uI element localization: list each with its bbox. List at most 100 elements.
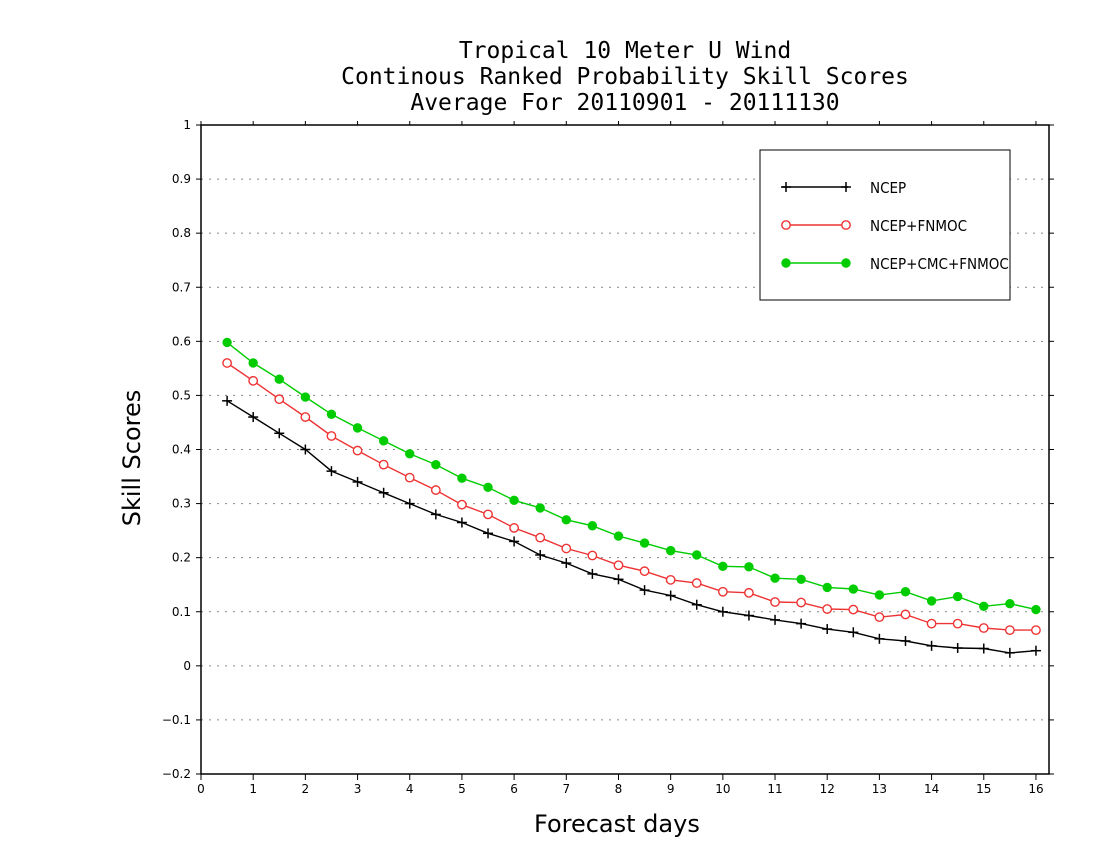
data-point-ncep-fnmoc xyxy=(848,604,859,615)
data-point-ncep xyxy=(456,517,467,528)
legend-marker-ncep-cmc-fnmoc xyxy=(781,258,791,268)
y-tick-label: 1 xyxy=(183,118,191,132)
data-point-ncep-fnmoc xyxy=(587,550,598,561)
data-point-ncep-fnmoc xyxy=(457,499,467,510)
data-point-ncep-cmc-fnmoc xyxy=(718,561,728,572)
data-point-ncep-fnmoc xyxy=(509,523,520,533)
data-point-ncep-fnmoc xyxy=(691,578,702,588)
data-point-ncep-fnmoc xyxy=(326,431,337,441)
data-point-ncep-fnmoc xyxy=(248,375,259,386)
data-point-ncep xyxy=(665,590,676,601)
data-point-ncep-fnmoc xyxy=(613,560,624,571)
legend-marker-ncep-fnmoc xyxy=(841,220,851,230)
data-point-ncep-cmc-fnmoc xyxy=(509,495,519,506)
legend-label-ncep-fnmoc: NCEP+FNMOC xyxy=(870,217,967,235)
data-point-ncep-cmc-fnmoc xyxy=(952,591,963,602)
data-point-ncep xyxy=(613,574,624,585)
data-point-ncep xyxy=(770,614,781,625)
data-point-ncep xyxy=(561,558,572,569)
data-point-ncep xyxy=(274,428,285,439)
series-ncep-cmc-fnmoc xyxy=(222,337,1041,615)
data-point-ncep xyxy=(300,444,311,455)
data-point-ncep-cmc-fnmoc xyxy=(1031,604,1041,615)
legend-marker-ncep-fnmoc xyxy=(781,220,791,230)
data-point-ncep-cmc-fnmoc xyxy=(457,473,467,483)
data-point-ncep-fnmoc xyxy=(639,566,650,577)
y-tick-label: −0.2 xyxy=(162,767,191,781)
data-point-ncep-fnmoc xyxy=(978,623,989,633)
data-point-ncep xyxy=(900,635,911,646)
data-point-ncep-cmc-fnmoc xyxy=(352,423,363,433)
data-point-ncep-cmc-fnmoc xyxy=(274,374,284,384)
x-tick-label: 10 xyxy=(715,782,730,796)
data-point-ncep xyxy=(717,606,728,617)
data-point-ncep-cmc-fnmoc xyxy=(900,587,911,597)
y-tick-label: 0.5 xyxy=(172,388,191,402)
data-point-ncep xyxy=(378,487,389,498)
series-line-ncep-fnmoc xyxy=(226,362,1036,631)
series-layer xyxy=(222,337,1041,658)
x-tick-label: 16 xyxy=(1028,782,1043,796)
x-tick-label: 12 xyxy=(820,782,835,796)
legend: NCEP NCEP+FNMOC NCEP+CMC+FNMOC xyxy=(759,149,1011,301)
data-point-ncep-cmc-fnmoc xyxy=(378,436,389,446)
data-point-ncep-cmc-fnmoc xyxy=(326,409,337,420)
data-point-ncep xyxy=(639,585,650,596)
chart-title-line-3: Average For 20110901 - 20111130 xyxy=(410,90,840,116)
data-point-ncep-fnmoc xyxy=(900,609,911,620)
data-point-ncep-cmc-fnmoc xyxy=(1005,598,1015,609)
x-tick-label: 13 xyxy=(872,782,887,796)
data-point-ncep-fnmoc xyxy=(665,574,676,585)
data-point-ncep-cmc-fnmoc xyxy=(587,521,598,531)
data-point-ncep-cmc-fnmoc xyxy=(535,503,545,513)
data-point-ncep xyxy=(978,643,989,654)
data-point-ncep-fnmoc xyxy=(744,587,754,598)
data-point-ncep xyxy=(691,599,702,610)
data-point-ncep-fnmoc xyxy=(535,532,546,543)
y-tick-label: 0.7 xyxy=(172,280,191,294)
data-point-ncep-fnmoc xyxy=(770,597,780,607)
data-point-ncep xyxy=(535,549,546,560)
data-point-ncep xyxy=(926,640,937,651)
data-point-ncep-cmc-fnmoc xyxy=(979,601,989,612)
data-point-ncep-fnmoc xyxy=(822,604,833,614)
x-axis-title: Forecast days xyxy=(534,810,700,838)
data-point-ncep-cmc-fnmoc xyxy=(431,459,441,470)
legend-marker-ncep xyxy=(841,182,851,192)
chart-title-line-2: Continous Ranked Probability Skill Score… xyxy=(341,64,909,90)
series-ncep xyxy=(222,395,1041,658)
data-point-ncep-fnmoc xyxy=(1031,625,1041,636)
x-tick-label: 6 xyxy=(510,782,518,796)
data-point-ncep-cmc-fnmoc xyxy=(822,582,832,593)
data-point-ncep xyxy=(326,466,337,477)
x-tick-label: 14 xyxy=(924,782,939,796)
x-tick-label: 11 xyxy=(767,782,782,796)
data-point-ncep xyxy=(796,618,807,629)
data-point-ncep xyxy=(483,528,494,539)
y-tick-label: 0.9 xyxy=(172,172,191,186)
data-point-ncep xyxy=(1004,647,1015,658)
x-tick-label: 3 xyxy=(354,782,362,796)
data-point-ncep-cmc-fnmoc xyxy=(874,590,885,600)
x-tick-label: 0 xyxy=(197,782,205,796)
x-tick-label: 15 xyxy=(976,782,991,796)
data-point-ncep xyxy=(352,476,363,487)
data-point-ncep xyxy=(952,642,963,653)
data-point-ncep-fnmoc xyxy=(796,597,807,608)
y-tick-label: 0.8 xyxy=(172,226,191,240)
data-point-ncep-cmc-fnmoc xyxy=(639,538,650,548)
legend-label-ncep-cmc-fnmoc: NCEP+CMC+FNMOC xyxy=(870,255,1009,273)
y-tick-label: 0.3 xyxy=(172,497,191,511)
legend-marker-ncep-cmc-fnmoc xyxy=(841,258,851,268)
data-point-ncep-fnmoc xyxy=(717,586,728,597)
data-point-ncep xyxy=(430,509,441,520)
chart-title-line-1: Tropical 10 Meter U Wind xyxy=(458,38,792,64)
grid-lines xyxy=(201,178,1049,721)
series-line-ncep xyxy=(226,400,1037,654)
data-point-ncep-fnmoc xyxy=(274,394,285,405)
data-point-ncep-cmc-fnmoc xyxy=(744,562,754,572)
y-tick-label: 0 xyxy=(183,659,191,673)
x-tick-label: 4 xyxy=(406,782,414,796)
data-point-ncep-fnmoc xyxy=(222,358,232,368)
